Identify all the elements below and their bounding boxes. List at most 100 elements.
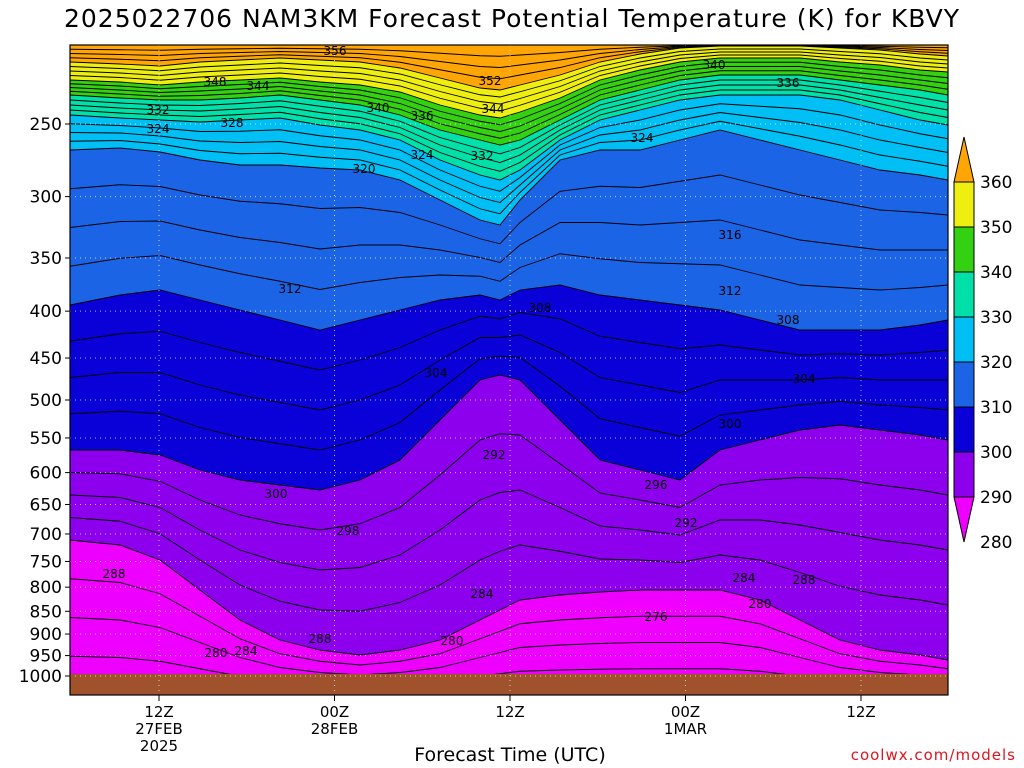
contour-label: 284 xyxy=(733,571,756,585)
contour-band xyxy=(540,599,780,660)
colorbar-top-arrow xyxy=(953,136,975,183)
credit-link[interactable]: coolwx.com/models xyxy=(850,746,1016,764)
colorbar-bottom-arrow xyxy=(953,496,975,543)
contour-label: 336 xyxy=(411,109,434,123)
y-tick-label: 400 xyxy=(30,302,62,322)
x-tick-label: 12Z xyxy=(495,703,524,721)
x-tick-label: 12Z xyxy=(144,703,173,721)
contour-label: 344 xyxy=(482,102,505,116)
x-tick-label: 1MAR xyxy=(664,720,707,738)
contour-label: 324 xyxy=(631,131,654,145)
y-tick-label: 350 xyxy=(30,249,62,269)
contour-band xyxy=(70,375,948,660)
contour-line xyxy=(70,578,948,670)
contour-label: 312 xyxy=(719,284,742,298)
contour-line xyxy=(70,334,948,411)
contour-line xyxy=(70,84,948,163)
x-tick-label: 12Z xyxy=(846,703,875,721)
contour-line xyxy=(70,61,948,126)
contour-label: 292 xyxy=(483,448,506,462)
plot-frame xyxy=(69,44,949,696)
contour-band xyxy=(70,285,948,490)
contour-label: 352 xyxy=(479,74,502,88)
contour-label: 348 xyxy=(204,75,227,89)
colorbar-label: 340 xyxy=(980,263,1012,283)
contour-label: 336 xyxy=(777,76,800,90)
contour-label: 300 xyxy=(265,487,288,501)
contour-label: 332 xyxy=(471,149,494,163)
y-tick-label: 550 xyxy=(30,429,62,449)
contour-band xyxy=(70,130,948,330)
contour-label: 324 xyxy=(411,148,434,162)
y-tick-label: 300 xyxy=(30,188,62,208)
contour-band xyxy=(70,75,948,180)
colorbar-segment xyxy=(953,316,975,363)
contour-line xyxy=(70,48,948,98)
colorbar: 360 350 340 330 320 310 300 290 280 xyxy=(953,136,1012,553)
colorbar-segment xyxy=(953,271,975,318)
y-tick-label: 950 xyxy=(30,647,62,667)
filled-contour-bands xyxy=(70,45,948,695)
contour-line xyxy=(70,253,948,291)
y-tick-label: 650 xyxy=(30,495,62,515)
contour-label: 304 xyxy=(793,372,816,386)
contour-line xyxy=(70,517,948,612)
y-tick-label: 600 xyxy=(30,464,62,484)
contour-label: 328 xyxy=(221,116,244,130)
grid-lines xyxy=(70,45,948,695)
contour-label: 280 xyxy=(441,634,464,648)
contour-label: 320 xyxy=(353,162,376,176)
contour-label: 308 xyxy=(529,301,552,315)
colorbar-segment xyxy=(953,406,975,453)
colorbar-label: 290 xyxy=(980,488,1012,508)
contour-line xyxy=(70,174,948,245)
contour-label: 298 xyxy=(337,524,360,538)
y-tick-label: 850 xyxy=(30,602,62,622)
contour-line xyxy=(70,51,948,105)
contour-line xyxy=(70,219,948,263)
contour-label: 288 xyxy=(309,632,332,646)
colorbar-segment xyxy=(953,451,975,498)
colorbar-label: 310 xyxy=(980,398,1012,418)
contour-label: 304 xyxy=(425,366,448,380)
colorbar-label: 280 xyxy=(980,533,1012,553)
colorbar-label: 320 xyxy=(980,353,1012,373)
contour-label: 300 xyxy=(719,417,742,431)
y-tick-label: 900 xyxy=(30,625,62,645)
contour-label: 340 xyxy=(703,58,726,72)
contour-label: 312 xyxy=(279,282,302,296)
x-tick-label: 27FEB xyxy=(135,720,182,738)
colorbar-segment xyxy=(953,181,975,228)
contour-band xyxy=(70,95,948,225)
ground-surface xyxy=(70,674,948,695)
contour-line xyxy=(70,120,948,215)
contour-line xyxy=(70,103,948,192)
colorbar-label: 360 xyxy=(980,173,1012,193)
contour-label: 324 xyxy=(147,122,170,136)
x-tick-label: 2025 xyxy=(140,737,178,755)
contour-line xyxy=(70,355,948,451)
contour-label: 288 xyxy=(793,573,816,587)
contour-label: 280 xyxy=(749,597,772,611)
y-tick-label: 450 xyxy=(30,349,62,369)
x-tick-label: 00Z xyxy=(671,703,700,721)
y-tick-label: 250 xyxy=(30,115,62,135)
contour-line xyxy=(70,433,948,531)
contour-label: 296 xyxy=(645,478,668,492)
contour-labels: 356 352 348 344 344 340 340 336 336 332 332 328 324 3… xyxy=(103,44,816,660)
contour-label: 344 xyxy=(247,79,270,93)
y-axis: 250 300 350 400 450 500 550 600 650 700 750 800 850 9… xyxy=(19,115,70,687)
contour-label: 316 xyxy=(719,228,742,242)
y-tick-label: 500 xyxy=(30,391,62,411)
contour-label: 332 xyxy=(147,103,170,117)
colorbar-segment xyxy=(953,361,975,408)
contour-line xyxy=(70,74,948,146)
contour-label: 356 xyxy=(324,44,347,58)
colorbar-label: 330 xyxy=(980,308,1012,328)
x-tick-label: 28FEB xyxy=(311,720,358,738)
contour-label: 288 xyxy=(103,567,126,581)
chart-title: 2025022706 NAM3KM Forecast Potential Tem… xyxy=(63,4,961,33)
contour-line xyxy=(70,489,948,571)
